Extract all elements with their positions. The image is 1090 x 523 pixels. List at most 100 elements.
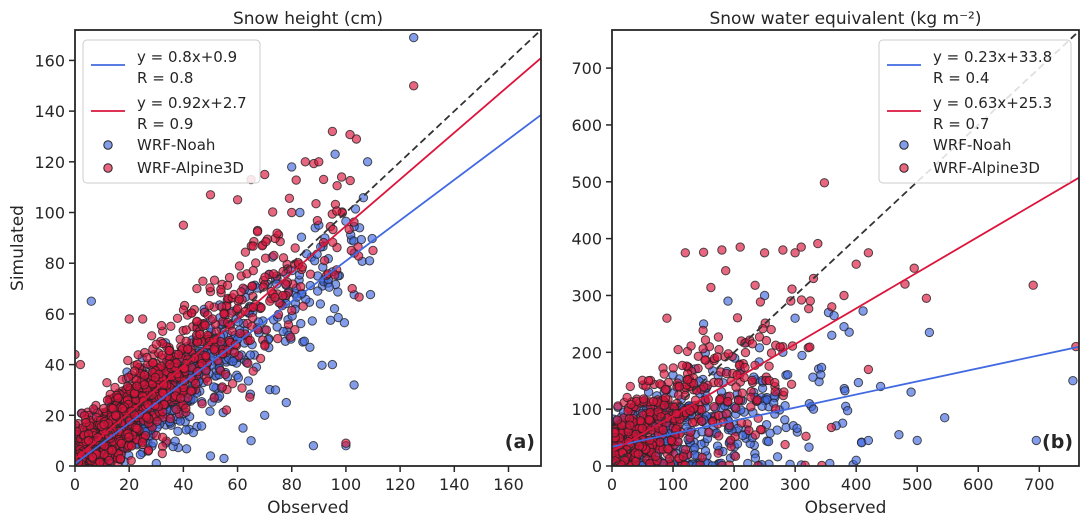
- data-point: [796, 242, 806, 252]
- data-point: [658, 425, 668, 435]
- data-point: [743, 458, 753, 466]
- data-point: [202, 376, 213, 386]
- data-point: [325, 315, 336, 325]
- data-point: [819, 178, 830, 188]
- data-point: [268, 207, 278, 217]
- x-tick-label: 700: [1024, 475, 1055, 494]
- data-point: [804, 442, 814, 452]
- data-point: [209, 393, 219, 403]
- data-point: [200, 320, 210, 330]
- y-axis-label: Simulated: [8, 205, 28, 291]
- data-point: [409, 81, 419, 91]
- data-point: [924, 327, 935, 338]
- data-point: [227, 326, 237, 336]
- data-point: [747, 375, 757, 385]
- data-point: [135, 449, 146, 460]
- data-point: [780, 415, 790, 425]
- data-point: [315, 299, 326, 309]
- data-point: [752, 395, 762, 405]
- data-point: [305, 342, 315, 352]
- data-point: [921, 293, 932, 303]
- chart-title: Snow water equivalent (kg m⁻²): [709, 9, 981, 29]
- y-tick-label: 20: [45, 406, 65, 425]
- data-point: [192, 283, 202, 294]
- data-point: [205, 406, 215, 416]
- data-point: [205, 451, 216, 461]
- data-point: [750, 453, 761, 463]
- data-point: [625, 381, 635, 392]
- y-tick-label: 100: [571, 400, 602, 419]
- legend-fit-label: y = 0.8x+0.9: [137, 48, 237, 66]
- data-point: [290, 243, 300, 253]
- data-point: [270, 385, 281, 395]
- data-point: [227, 379, 238, 389]
- x-tick-label: 500: [902, 475, 933, 494]
- data-point: [187, 308, 197, 318]
- data-point: [235, 328, 245, 339]
- data-point: [733, 395, 744, 406]
- legend-series-label: WRF-Noah: [137, 136, 215, 154]
- x-tick-label: 400: [841, 475, 872, 494]
- data-point: [255, 353, 266, 364]
- data-point: [790, 313, 800, 323]
- data-point: [261, 325, 272, 335]
- data-point: [713, 448, 723, 458]
- data-point: [269, 250, 279, 261]
- data-point: [644, 415, 654, 425]
- data-point: [787, 284, 797, 294]
- data-point: [307, 316, 317, 326]
- y-tick-label: 160: [34, 51, 65, 70]
- data-point: [190, 378, 201, 389]
- data-point: [186, 386, 196, 396]
- data-point: [209, 344, 219, 354]
- data-point: [272, 228, 282, 238]
- data-point: [318, 174, 329, 185]
- data-point: [808, 372, 818, 382]
- data-point: [333, 312, 343, 323]
- data-point: [216, 284, 226, 295]
- data-point: [700, 355, 710, 365]
- data-point: [296, 282, 306, 292]
- data-point: [332, 206, 342, 216]
- data-point: [122, 381, 133, 392]
- data-point: [909, 263, 919, 273]
- data-point: [829, 311, 839, 321]
- data-point: [723, 396, 733, 407]
- x-tick-label: 160: [493, 475, 524, 494]
- x-tick-label: 100: [658, 475, 689, 494]
- data-point: [197, 399, 207, 409]
- data-point: [764, 361, 774, 371]
- x-tick-label: 60: [227, 475, 247, 494]
- data-point: [704, 427, 714, 437]
- x-tick-label: 40: [173, 475, 193, 494]
- data-point: [260, 272, 270, 282]
- y-tick-label: 80: [45, 254, 65, 273]
- data-point: [839, 290, 849, 301]
- data-point: [747, 339, 758, 349]
- legend: y = 0.23x+33.8 R = 0.4 y = 0.63x+25.3 R = 0…: [878, 39, 1072, 184]
- data-point: [157, 448, 168, 459]
- panel-label: (b): [1042, 431, 1073, 453]
- legend-fit-label: y = 0.23x+33.8: [933, 48, 1052, 66]
- data-point: [291, 175, 301, 185]
- data-point: [1031, 435, 1042, 446]
- data-point: [165, 359, 175, 370]
- data-point: [256, 302, 266, 313]
- data-point: [205, 283, 215, 293]
- data-point: [298, 301, 308, 311]
- data-point: [713, 410, 724, 421]
- legend-marker-swatch: [899, 163, 909, 173]
- data-point: [245, 392, 255, 402]
- axes-frame: [74, 29, 542, 467]
- data-point: [715, 394, 725, 405]
- x-axis-label: Observed: [267, 498, 349, 518]
- data-point: [940, 413, 950, 423]
- data-point: [662, 313, 672, 323]
- data-point: [204, 300, 214, 311]
- data-point: [709, 402, 719, 412]
- data-point: [139, 370, 150, 380]
- data-point: [233, 373, 244, 383]
- data-point: [219, 453, 229, 464]
- data-point: [132, 423, 142, 434]
- data-point: [345, 175, 355, 186]
